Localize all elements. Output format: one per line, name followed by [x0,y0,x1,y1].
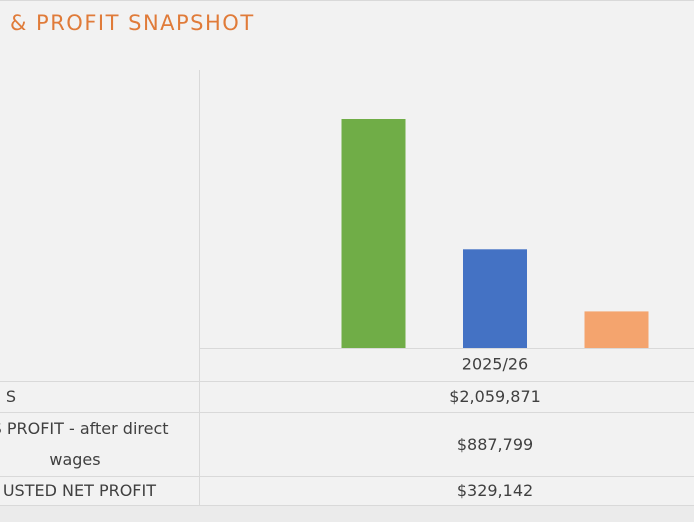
row-label: USTED NET PROFIT [2,481,156,500]
value-label: $329,142 [456,481,534,500]
value-label: $2,059,871 [449,387,541,406]
chart-title: & PROFIT SNAPSHOT [10,11,255,35]
value-label: $887,799 [456,434,534,454]
row-label: SS PROFIT - after direct wages [0,419,169,469]
footer-band [0,506,694,522]
bar [463,249,527,348]
row-label: S [5,387,16,406]
bar [341,119,406,348]
x-tick-label: 2025/26 [462,355,528,374]
bar [584,311,649,348]
